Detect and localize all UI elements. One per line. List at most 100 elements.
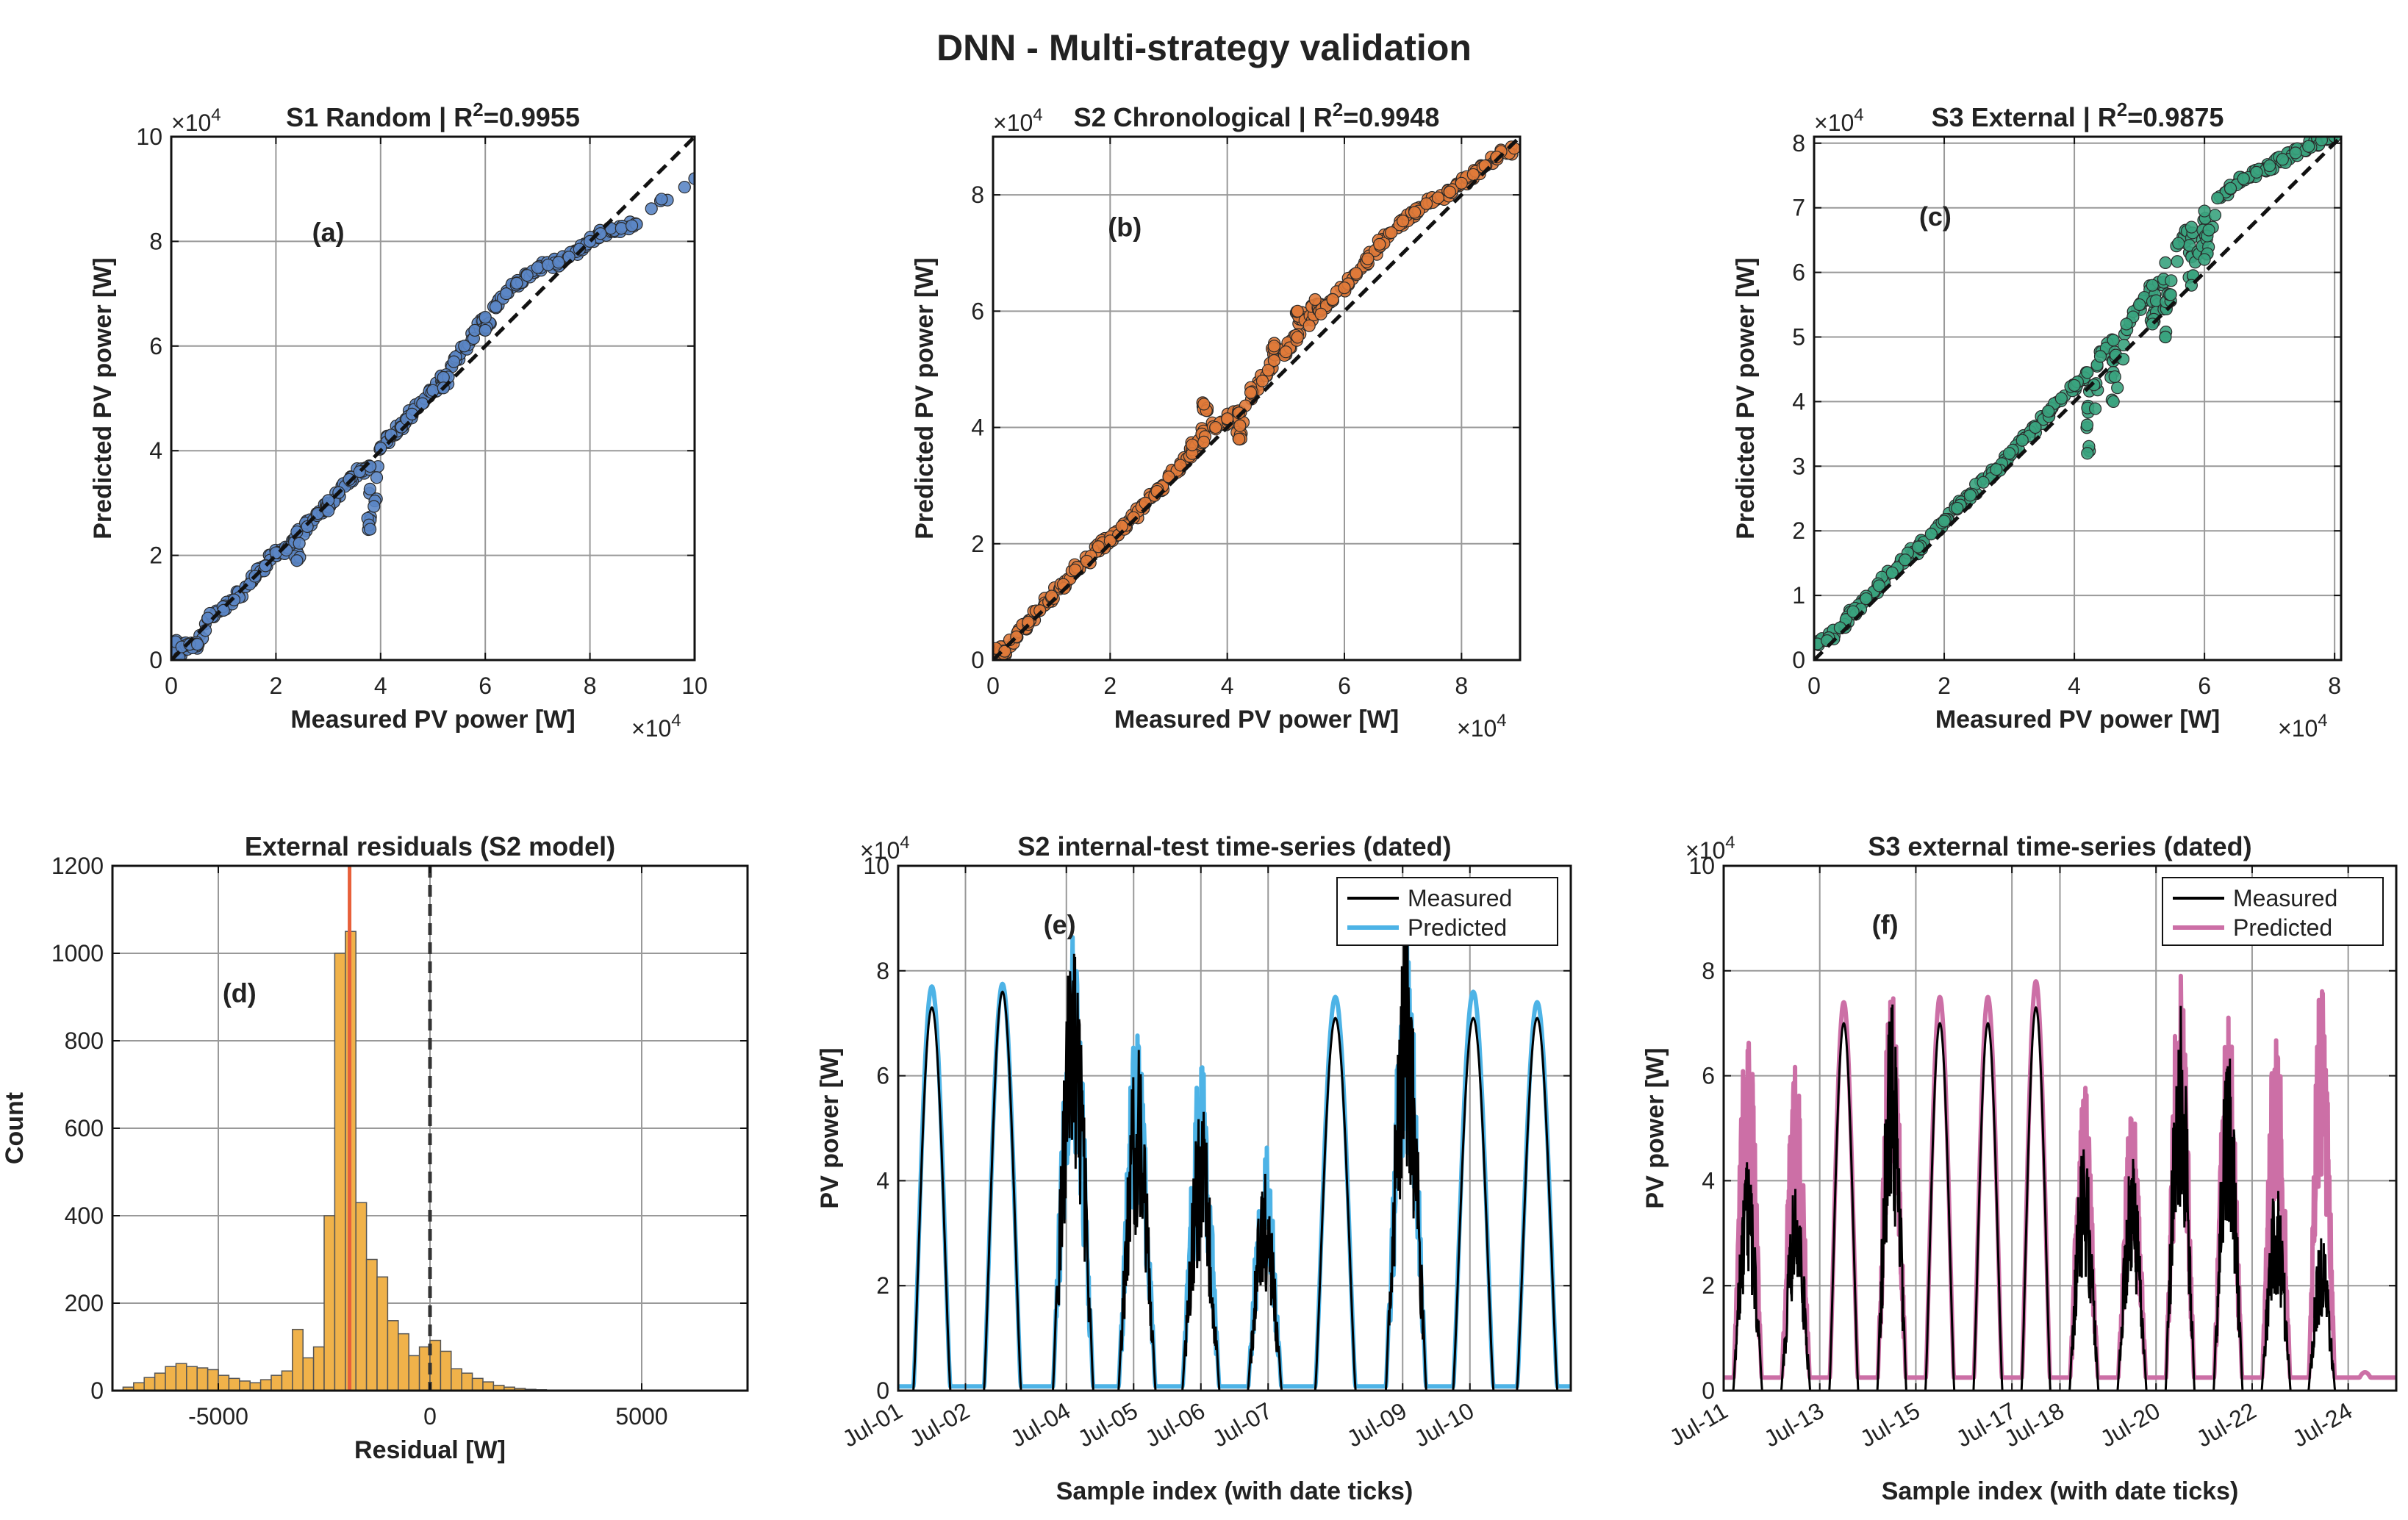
legend-entry-1: Predicted xyxy=(1408,914,1507,941)
scatter-point xyxy=(678,180,691,194)
legend: Measured Predicted xyxy=(1336,877,1558,946)
series-measured-line xyxy=(1724,1004,2396,1391)
y-exponent-label: ×104 xyxy=(171,105,221,136)
scatter-point xyxy=(374,442,387,455)
y-tick-label: 1000 xyxy=(51,940,104,967)
y-tick-label: 1200 xyxy=(51,853,104,879)
x-axis-label: Sample index (with date ticks) xyxy=(1056,1477,1413,1505)
legend: Measured Predicted xyxy=(2162,877,2384,946)
histogram-bar xyxy=(398,1333,409,1391)
histogram-bar xyxy=(312,1346,325,1391)
scatter-point xyxy=(1291,331,1304,344)
panel-title: S2 internal-test time-series (dated) xyxy=(1017,831,1451,861)
x-exponent-label: ×104 xyxy=(2278,711,2328,742)
scatter-point xyxy=(2068,379,2081,392)
scatter-point xyxy=(2015,434,2029,447)
scatter-point xyxy=(468,323,481,337)
panel-a: 0 2 4 6 8 10 0 2 4 6 8 10 Measured PV power [W] Predi… xyxy=(89,98,708,742)
x-tick-label: 0 xyxy=(165,673,178,699)
scatter-point xyxy=(2132,298,2146,312)
scatter-point xyxy=(2111,381,2124,395)
scatter-point xyxy=(191,638,204,651)
histogram-bar xyxy=(207,1369,219,1391)
panel-label: (e) xyxy=(1044,909,1076,939)
x-tick-label: 4 xyxy=(374,673,387,699)
scatter-point xyxy=(269,546,282,559)
y-tick-label: 0 xyxy=(1792,647,1805,673)
scatter-point xyxy=(1302,319,1316,332)
y-exponent-label: ×104 xyxy=(993,105,1043,136)
histogram-bar xyxy=(228,1377,240,1391)
histogram-bar xyxy=(302,1357,315,1391)
histogram-bar xyxy=(482,1381,495,1391)
y-tick-label: 8 xyxy=(1702,958,1715,984)
x-tick-label: 0 xyxy=(1807,673,1821,699)
histogram-bar xyxy=(259,1379,272,1391)
y-tick-label: 6 xyxy=(149,333,162,359)
plot-content xyxy=(171,137,695,660)
y-tick-label: 0 xyxy=(876,1377,889,1404)
scatter-point xyxy=(363,523,377,536)
scatter-point xyxy=(458,340,471,353)
scatter-point xyxy=(573,243,586,256)
plot-content xyxy=(122,866,548,1391)
scatter-point xyxy=(1261,364,1275,377)
y-tick-label: 2 xyxy=(1702,1272,1715,1299)
scatter-point xyxy=(614,222,628,235)
scatter-point xyxy=(1267,340,1281,353)
scatter-point xyxy=(1899,553,1912,567)
scatter-point xyxy=(1466,168,1480,182)
scatter-point xyxy=(489,300,503,313)
reference-line xyxy=(993,137,1520,660)
y-exponent-label: ×104 xyxy=(1685,833,1735,864)
axes-frame xyxy=(897,864,1572,1392)
plot-content xyxy=(1724,973,2396,1391)
x-tick-label: 2 xyxy=(1938,673,1951,699)
scatter-point xyxy=(1326,293,1339,306)
y-axis-label: PV power [W] xyxy=(1641,1047,1669,1208)
scatter-point xyxy=(1267,354,1281,368)
histogram-bar xyxy=(408,1355,420,1391)
y-tick-label: 6 xyxy=(971,298,984,324)
histogram-bar xyxy=(165,1366,177,1391)
series-measured-line xyxy=(898,939,1571,1391)
y-tick-label: 8 xyxy=(971,182,984,208)
scatter-point xyxy=(2088,402,2102,415)
histogram-bar xyxy=(196,1367,209,1391)
axes-frame xyxy=(992,135,1522,662)
scatter-point xyxy=(1338,282,1351,295)
scatter-point xyxy=(1431,191,1445,204)
scatter-point xyxy=(2081,447,2094,460)
y-tick-label: 0 xyxy=(1702,1377,1715,1404)
scatter-point xyxy=(625,219,639,232)
legend-box xyxy=(1336,877,1558,946)
scatter-point xyxy=(2107,395,2120,408)
x-tick-label: 2 xyxy=(270,673,283,699)
legend-entry-1: Predicted xyxy=(2233,914,2332,941)
histogram-bar xyxy=(440,1350,452,1391)
scatter-point xyxy=(1279,345,1292,359)
scatter-point xyxy=(416,397,429,410)
y-tick-label: 6 xyxy=(1702,1063,1715,1089)
x-tick-label: 5000 xyxy=(615,1403,667,1430)
scatter-point xyxy=(2088,379,2101,392)
y-axis-label: Count xyxy=(1,1092,29,1164)
panel-title: External residuals (S2 model) xyxy=(245,831,615,861)
x-tick-label: 4 xyxy=(2068,673,2081,699)
y-tick-label: 0 xyxy=(90,1377,104,1404)
scatter-point xyxy=(1103,534,1117,548)
scatter-point xyxy=(1068,563,1082,576)
scatter-point xyxy=(2171,255,2184,268)
y-tick-label: 6 xyxy=(1792,259,1805,286)
scatter-point xyxy=(2080,418,2094,431)
scatter-point xyxy=(2159,256,2172,270)
x-exponent-label: ×104 xyxy=(631,711,681,742)
y-tick-label: 10 xyxy=(136,123,162,150)
y-tick-label: 400 xyxy=(65,1202,104,1229)
scatter-point xyxy=(2081,366,2094,379)
scatter-point xyxy=(293,537,306,550)
scatter-point xyxy=(301,520,314,534)
legend-box xyxy=(2162,877,2384,946)
histogram-bar xyxy=(387,1320,399,1391)
histogram-bar xyxy=(461,1372,473,1391)
